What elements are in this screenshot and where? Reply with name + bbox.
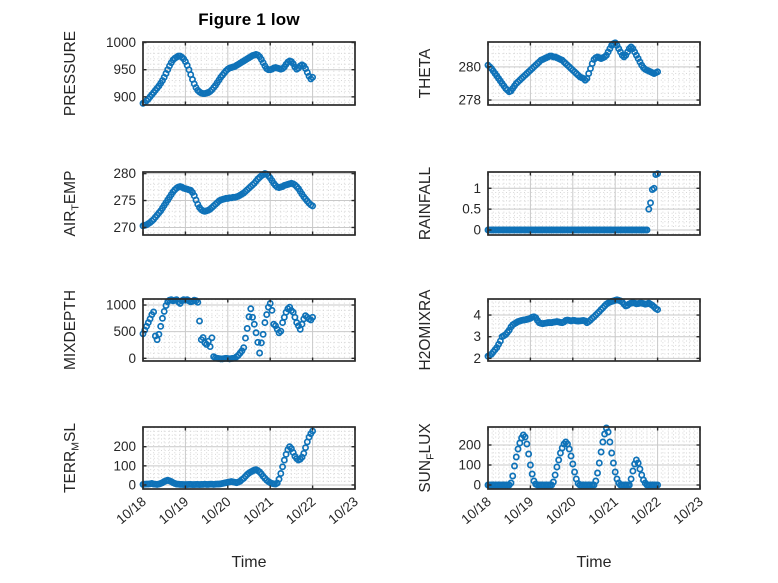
subplot-sun_flux: 0 100 200 SUNFLUX 10/18 10/19 10/20 10/21 10/22 1…	[417, 423, 706, 527]
scatter-series	[484, 296, 662, 360]
subplot-h2omixra: 2 3 4 H2OMIXRA	[417, 289, 701, 371]
major-grid	[143, 172, 355, 235]
svg-text:900: 900	[113, 89, 136, 104]
svg-text:3: 3	[473, 329, 481, 344]
svg-text:200: 200	[458, 438, 481, 453]
axes-box	[142, 426, 356, 490]
y-tick-labels: 278 280	[458, 59, 481, 107]
y-axis-label: PRESSURE	[62, 31, 79, 116]
svg-text:1: 1	[473, 181, 481, 196]
svg-text:10/18: 10/18	[458, 494, 494, 527]
minor-grid	[143, 172, 355, 235]
svg-text:1000: 1000	[106, 35, 136, 50]
svg-text:10/19: 10/19	[156, 494, 192, 527]
svg-text:10/21: 10/21	[241, 494, 277, 527]
svg-text:100: 100	[458, 458, 481, 473]
y-axis-label: THETA	[417, 48, 434, 98]
svg-text:280: 280	[113, 166, 136, 181]
svg-text:0.5: 0.5	[462, 202, 481, 217]
subplot-mixdepth: 0 500 1000 MIXDEPTH	[62, 290, 356, 370]
scatter-series	[139, 296, 317, 363]
axis-ticks	[487, 299, 701, 361]
svg-text:10/21: 10/21	[586, 494, 622, 527]
scatter-series	[484, 170, 662, 234]
axis-ticks	[487, 42, 701, 105]
y-axis-label: RAINFALL	[417, 167, 434, 241]
axis-ticks	[487, 427, 701, 489]
svg-text:10/18: 10/18	[113, 494, 149, 527]
y-tick-labels: 2 3 4	[473, 308, 481, 366]
axis-ticks	[142, 172, 356, 235]
minor-grid	[488, 299, 700, 361]
axes-box	[487, 298, 701, 362]
x-tick-labels: 10/18 10/19 10/20 10/21 10/22 10/23	[113, 494, 361, 527]
y-axis-label: TERRMSL	[62, 423, 82, 493]
major-grid	[143, 427, 355, 489]
svg-text:10/20: 10/20	[198, 494, 234, 527]
svg-text:10/23: 10/23	[325, 494, 361, 527]
svg-text:100: 100	[113, 458, 136, 473]
axes-box	[142, 171, 356, 236]
x-tick-labels: 10/18 10/19 10/20 10/21 10/22 10/23	[458, 494, 706, 527]
y-axis-label: SUNFLUX	[417, 423, 437, 493]
svg-text:10/19: 10/19	[501, 494, 537, 527]
minor-grid	[488, 427, 700, 490]
axes-box	[487, 171, 701, 236]
svg-text:0: 0	[473, 222, 481, 237]
axis-ticks	[142, 41, 356, 105]
y-tick-labels: 00.51	[462, 181, 481, 238]
scatter-series	[484, 424, 662, 489]
svg-text:280: 280	[458, 59, 481, 74]
svg-text:10/22: 10/22	[283, 494, 319, 527]
svg-text:1000: 1000	[106, 298, 136, 313]
y-axis-label: MIXDEPTH	[62, 290, 79, 370]
axis-ticks	[142, 299, 356, 361]
subplot-theta: 278 280 THETA	[417, 39, 701, 108]
svg-text:500: 500	[113, 324, 136, 339]
svg-text:2: 2	[473, 351, 481, 366]
scatter-series	[139, 51, 317, 107]
svg-text:10/20: 10/20	[543, 494, 579, 527]
svg-text:10/22: 10/22	[628, 494, 664, 527]
scatter-series	[484, 39, 662, 96]
svg-text:200: 200	[113, 439, 136, 454]
y-axis-label: AIRTEMP	[62, 171, 82, 237]
y-axis-label: H2OMIXRA	[417, 289, 434, 371]
axes-box	[487, 41, 701, 106]
svg-text:0: 0	[128, 351, 136, 366]
y-tick-labels: 270 275 280	[113, 166, 136, 235]
axis-ticks	[142, 427, 356, 489]
minor-grid	[143, 427, 355, 490]
minor-grid	[488, 42, 700, 105]
svg-text:0: 0	[128, 477, 136, 492]
axes-box	[487, 426, 701, 490]
major-grid	[143, 42, 355, 105]
svg-text:270: 270	[113, 220, 136, 235]
axes-box	[142, 298, 356, 362]
figure-title: Figure 1 low	[198, 10, 300, 29]
subplot-air_temp: 270 275 280 AIRTEMP	[62, 166, 356, 237]
svg-text:4: 4	[473, 308, 481, 323]
x-axis-label-right: Time	[576, 554, 612, 571]
svg-text:278: 278	[458, 93, 481, 108]
svg-text:275: 275	[113, 193, 136, 208]
svg-text:0: 0	[473, 478, 481, 493]
subplot-terr_msl: 0 100 200 TERRMSL 10/18 10/19 10/20 10/21 10/22 1…	[62, 423, 361, 527]
axes-box	[142, 41, 356, 106]
y-tick-labels: 0 100 200	[458, 438, 481, 493]
minor-grid	[143, 42, 355, 105]
y-tick-labels: 0 100 200	[113, 439, 136, 492]
major-grid	[488, 299, 700, 361]
svg-text:10/23: 10/23	[670, 494, 706, 527]
x-axis-label-left: Time	[231, 554, 267, 571]
minor-grid	[488, 172, 700, 235]
axis-ticks	[487, 172, 701, 235]
y-tick-labels: 900 950 1000	[106, 35, 136, 104]
y-tick-labels: 0 500 1000	[106, 298, 136, 366]
subplot-pressure: 900 950 1000 PRESSURE	[62, 31, 356, 116]
svg-text:950: 950	[113, 62, 136, 77]
